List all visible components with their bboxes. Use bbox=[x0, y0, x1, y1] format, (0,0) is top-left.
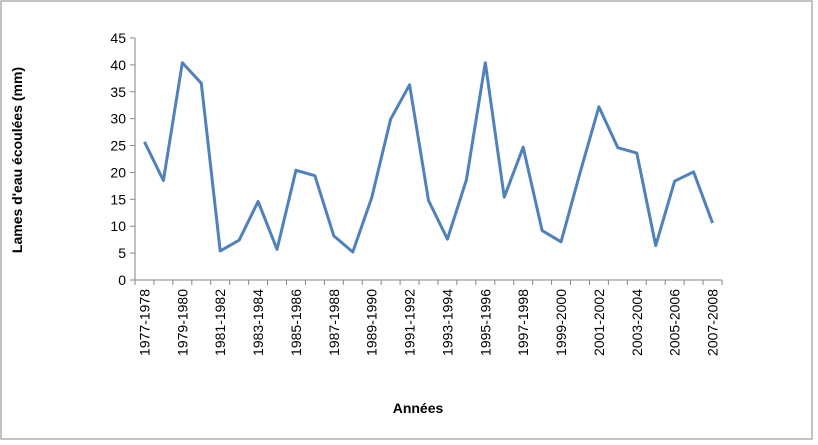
y-tick-label: 25 bbox=[110, 138, 126, 154]
y-tick-label: 40 bbox=[110, 57, 126, 73]
x-tick-label: 2007-2008 bbox=[705, 289, 721, 356]
x-tick-label: 1981-1982 bbox=[212, 289, 228, 356]
y-tick-label: 20 bbox=[110, 164, 126, 180]
x-tick-label: 1997-1998 bbox=[515, 289, 531, 356]
x-axis-title: Années bbox=[393, 400, 444, 416]
x-tick-label: 1977-1978 bbox=[136, 289, 152, 356]
y-tick-label: 0 bbox=[118, 272, 126, 288]
x-tick-label: 1989-1990 bbox=[364, 289, 380, 356]
x-tick-label: 1987-1988 bbox=[326, 289, 342, 356]
y-tick-label: 10 bbox=[110, 218, 126, 234]
y-tick-label: 30 bbox=[110, 111, 126, 127]
y-axis-title: Lames d'eau écoulées (mm) bbox=[9, 67, 25, 253]
y-tick-label: 35 bbox=[110, 84, 126, 100]
x-tick-label: 2001-2002 bbox=[591, 289, 607, 356]
x-tick-label: 1985-1986 bbox=[288, 289, 304, 356]
x-tick-label: 2005-2006 bbox=[667, 289, 683, 356]
x-tick-label: 1983-1984 bbox=[250, 289, 266, 356]
data-line bbox=[143, 61, 714, 254]
y-tick-label: 5 bbox=[118, 245, 126, 261]
y-tick-label: 15 bbox=[110, 191, 126, 207]
x-tick-label: 2003-2004 bbox=[629, 289, 645, 356]
x-tick-label: 1979-1980 bbox=[174, 289, 190, 356]
y-tick-label: 45 bbox=[110, 30, 126, 46]
x-tick-label: 1995-1996 bbox=[477, 289, 493, 356]
x-tick-label: 1991-1992 bbox=[402, 289, 418, 356]
x-tick-label: 1993-1994 bbox=[439, 289, 455, 356]
x-tick-label: 1999-2000 bbox=[553, 289, 569, 356]
